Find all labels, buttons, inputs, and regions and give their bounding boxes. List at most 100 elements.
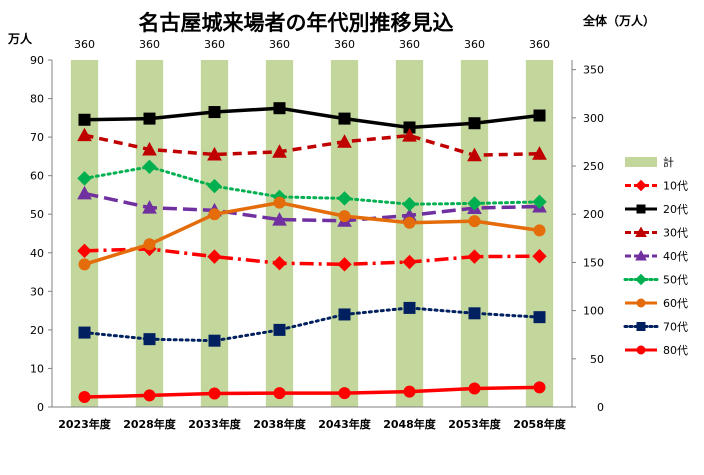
y2-tick-label: 300 — [583, 112, 604, 125]
legend-marker — [636, 204, 646, 214]
legend-label: 60代 — [663, 297, 688, 310]
series-70代 — [78, 301, 546, 347]
bar-label: 360 — [399, 38, 420, 51]
series-lines — [77, 102, 547, 403]
bar-label: 360 — [74, 38, 95, 51]
legend: 計 10代 20代 30代 40代 50代 60代 70代 80代 — [623, 155, 688, 357]
data-point — [468, 215, 481, 228]
data-point — [532, 146, 547, 160]
data-point — [273, 323, 286, 336]
bar-2028年度 — [135, 60, 164, 407]
series-line — [84, 191, 540, 223]
legend-label: 10代 — [663, 180, 688, 193]
y-tick-label: 70 — [30, 131, 44, 144]
y-tick-label: 90 — [30, 54, 44, 67]
series-line — [83, 200, 540, 267]
data-point — [337, 134, 352, 148]
series-60代 — [78, 196, 546, 271]
data-point — [142, 141, 157, 156]
data-point — [402, 196, 417, 212]
data-point — [468, 117, 481, 130]
data-point — [77, 243, 92, 259]
data-point — [532, 249, 547, 264]
legend-label: 20代 — [663, 203, 688, 216]
legend-label: 50代 — [663, 274, 688, 287]
bar-2053年度 — [460, 60, 489, 407]
data-point — [467, 196, 482, 211]
data-point — [142, 200, 157, 214]
legend-marker — [636, 322, 646, 331]
legend-marker — [635, 226, 647, 237]
bar-2048年度 — [395, 60, 424, 407]
data-point — [338, 112, 351, 125]
data-point — [273, 196, 286, 209]
bar-2023年度 — [70, 60, 99, 407]
y2-tick-label: 250 — [583, 160, 604, 173]
data-point — [337, 257, 352, 272]
y2-tick-label: 0 — [597, 401, 604, 414]
x-tick-label: 2023年度 — [58, 417, 112, 431]
data-point — [142, 159, 157, 175]
x-tick-label: 2033年度 — [188, 417, 242, 431]
legend-marker — [636, 298, 646, 308]
y2-tick-label: 100 — [583, 305, 604, 318]
data-point — [207, 146, 222, 161]
x-tick-label: 2028年度 — [123, 417, 177, 431]
legend-marker — [635, 249, 647, 261]
data-point — [77, 127, 92, 142]
bar-label-group: 360 360 360 360 360 360 360 360 — [74, 38, 550, 51]
bar-label: 360 — [269, 38, 290, 51]
y-tick-label: 20 — [30, 324, 44, 337]
legend-label: 計 — [663, 155, 674, 169]
data-point — [402, 254, 417, 270]
y-tick-label: 30 — [30, 285, 44, 298]
data-point — [337, 191, 352, 206]
series-20代 — [78, 102, 546, 134]
data-point — [532, 194, 547, 210]
data-point — [272, 212, 287, 226]
data-point — [78, 326, 91, 339]
legend-marker — [635, 273, 647, 286]
bar-label: 360 — [464, 38, 485, 51]
legend-marker — [636, 345, 646, 355]
series-30代 — [77, 127, 547, 162]
data-point — [403, 216, 416, 229]
data-point — [402, 128, 417, 142]
series-80代 — [78, 381, 546, 403]
legend-label: 30代 — [663, 227, 688, 240]
data-point — [143, 112, 156, 125]
y2-axis-label: 全体（万人） — [582, 13, 655, 28]
data-point — [208, 106, 221, 119]
data-point — [208, 387, 221, 400]
y2-tick-label: 200 — [583, 208, 604, 221]
bar-2043年度 — [330, 60, 359, 407]
data-point — [467, 147, 482, 162]
data-point — [273, 102, 286, 115]
legend-label: 40代 — [663, 250, 688, 263]
data-point — [338, 210, 351, 223]
series-line — [84, 106, 540, 130]
bar-label: 360 — [204, 38, 225, 51]
series-line — [84, 247, 540, 267]
data-point — [338, 308, 351, 321]
data-point — [207, 178, 222, 194]
bar-label: 360 — [139, 38, 160, 51]
data-point — [77, 171, 92, 186]
data-point — [533, 224, 546, 237]
x-tick-label: 2048年度 — [383, 417, 437, 431]
legend-label: 80代 — [663, 344, 688, 357]
data-point — [77, 185, 92, 200]
x-tick-label: 2058年度 — [513, 417, 567, 431]
series-line — [83, 306, 541, 343]
series-line — [83, 165, 541, 206]
data-point — [78, 258, 91, 271]
y-tick-label: 10 — [30, 362, 44, 375]
data-point — [208, 208, 221, 221]
data-point — [143, 333, 156, 346]
data-point — [338, 387, 351, 400]
legend-swatch — [625, 157, 657, 167]
data-point — [533, 109, 546, 122]
y2-tick-label: 150 — [583, 256, 604, 269]
bar-label: 360 — [334, 38, 355, 51]
